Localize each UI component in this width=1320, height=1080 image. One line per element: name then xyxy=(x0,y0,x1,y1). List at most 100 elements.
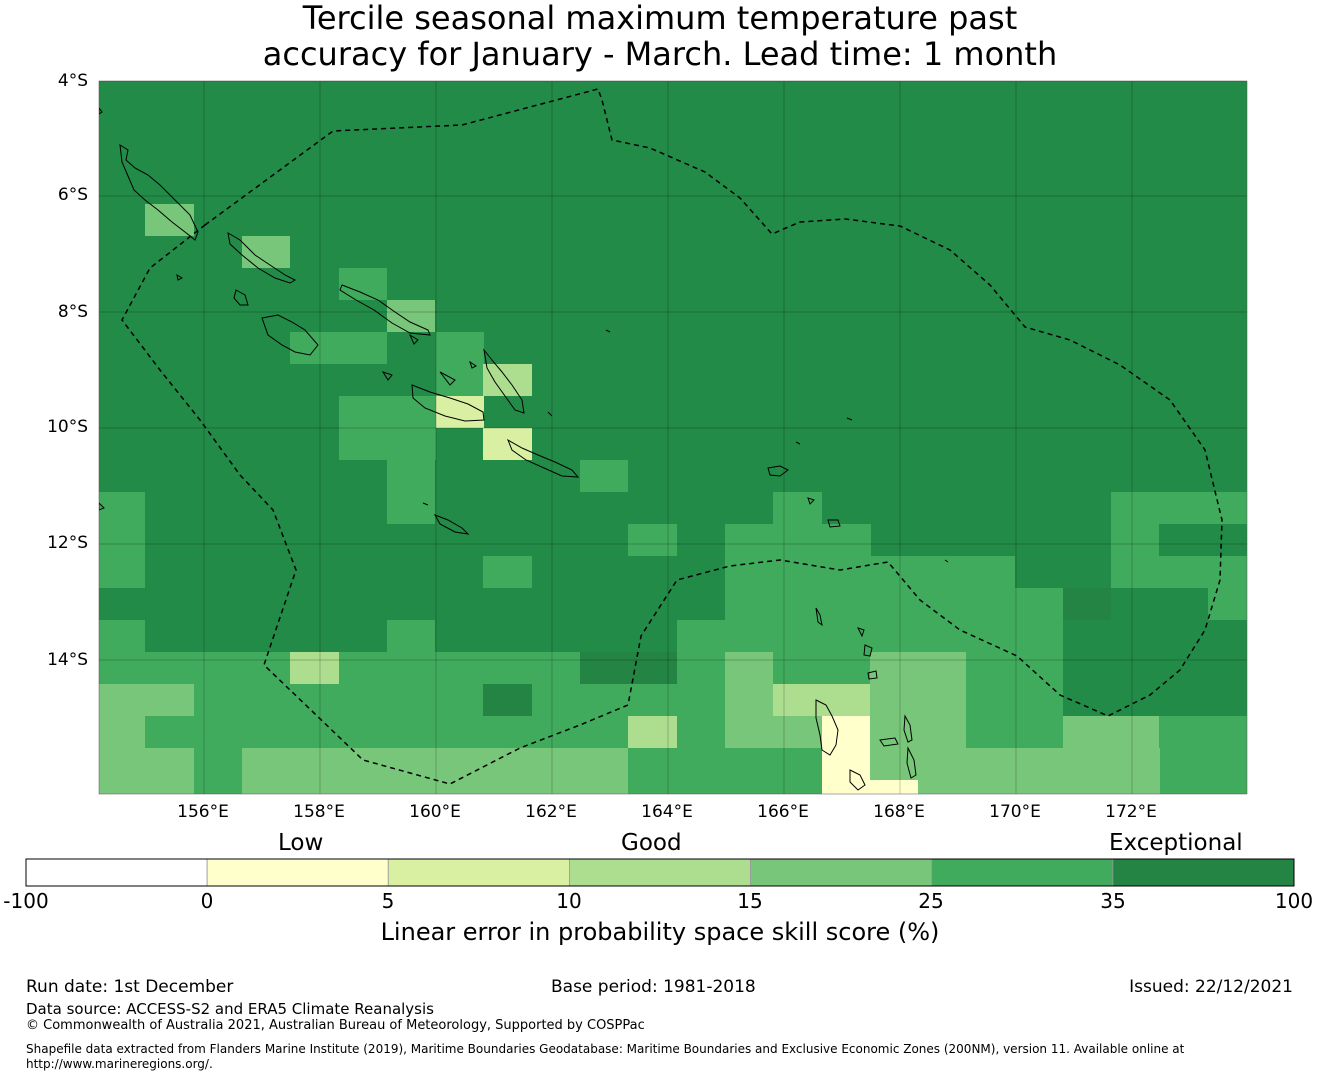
lon-label-160e: 160°E xyxy=(409,802,461,822)
banks-islands xyxy=(857,627,878,680)
vella-lavella-island xyxy=(233,289,249,306)
colorbar-segment xyxy=(387,858,570,887)
colorbar-title: Linear error in probability space skill … xyxy=(380,918,940,946)
colorbar-tick: -100 xyxy=(3,889,49,913)
skill-cell xyxy=(870,748,1160,794)
skill-cell xyxy=(773,652,870,684)
shapefile-credit-line-1: Shapefile data extracted from Flanders M… xyxy=(26,1042,1185,1056)
small-islets xyxy=(99,107,949,563)
skill-cell xyxy=(483,556,532,588)
skill-cell xyxy=(870,652,966,684)
colorbar-frame xyxy=(25,858,1295,887)
colorbar-segment xyxy=(25,858,208,887)
skill-cell xyxy=(1208,588,1247,620)
skill-cell xyxy=(99,492,145,588)
eez-boundary xyxy=(121,88,1223,785)
lon-label-166e: 166°E xyxy=(757,802,809,822)
data-source: Data source: ACCESS-S2 and ERA5 Climate … xyxy=(26,1000,434,1018)
skill-cell xyxy=(1111,492,1247,524)
espiritu-santo-island xyxy=(815,699,839,756)
colorbar-segment xyxy=(569,858,751,887)
map-area xyxy=(99,81,1247,794)
copyright: © Commonwealth of Australia 2021, Austra… xyxy=(26,1018,645,1033)
category-good: Good xyxy=(621,830,682,856)
skill-cell xyxy=(725,716,822,748)
skill-cell xyxy=(387,300,435,332)
skill-cell xyxy=(870,716,966,748)
guadalcanal-island xyxy=(411,384,485,422)
skill-cell xyxy=(436,396,484,428)
lon-label-158e: 158°E xyxy=(293,802,345,822)
skill-cell xyxy=(580,460,628,492)
skill-cell xyxy=(628,524,677,556)
skill-cell xyxy=(436,364,484,396)
skill-cell xyxy=(870,684,966,716)
lat-label-10s: 10°S xyxy=(47,417,88,437)
lat-label-12s: 12°S xyxy=(47,533,88,553)
skill-cell xyxy=(483,428,532,460)
skill-cell xyxy=(242,236,290,268)
map-frame xyxy=(98,80,1248,795)
choiseul-island xyxy=(227,232,297,284)
skill-cell xyxy=(290,652,339,684)
rennell-island xyxy=(433,514,470,535)
skill-cell xyxy=(725,684,773,716)
skill-cell xyxy=(677,652,725,684)
lat-label-6s: 6°S xyxy=(57,185,88,205)
issued-date: Issued: 22/12/2021 xyxy=(1129,977,1293,997)
coastlines xyxy=(99,107,949,791)
vanikoro-island xyxy=(827,519,841,528)
skill-cell xyxy=(773,684,870,716)
graticule xyxy=(99,81,1247,794)
skill-cell xyxy=(870,556,1015,588)
lon-label-162e: 162°E xyxy=(525,802,577,822)
colorbar-tick: 10 xyxy=(556,889,582,913)
skill-cell xyxy=(483,684,532,716)
skill-cell xyxy=(1063,716,1159,748)
lon-label-172e: 172°E xyxy=(1105,802,1157,822)
skill-cell xyxy=(339,268,387,300)
malekula-island xyxy=(849,769,866,791)
skill-cell xyxy=(532,684,677,716)
lon-label-168e: 168°E xyxy=(873,802,925,822)
colorbar-tick: 0 xyxy=(200,889,214,913)
base-period: Base period: 1981-2018 xyxy=(551,977,756,997)
skill-cell xyxy=(99,652,583,684)
skill-cell xyxy=(387,492,435,524)
colorbar xyxy=(25,858,1295,887)
colorbar-tick: 100 xyxy=(1274,889,1314,913)
colorbar-segment xyxy=(750,858,933,887)
skill-cell xyxy=(628,780,773,794)
skill-cell xyxy=(339,428,436,460)
colorbar-tick: 35 xyxy=(1100,889,1126,913)
malaita-island xyxy=(483,348,525,414)
category-exceptional: Exceptional xyxy=(1109,830,1243,856)
lon-label-156e: 156°E xyxy=(177,802,229,822)
santa-isabel-island xyxy=(339,284,431,336)
category-low: Low xyxy=(278,830,324,856)
skill-cell xyxy=(339,748,628,794)
skill-cell xyxy=(99,780,194,794)
lat-label-8s: 8°S xyxy=(57,302,88,322)
lat-label-14s: 14°S xyxy=(47,650,88,670)
skill-cell xyxy=(99,716,145,748)
skill-cell xyxy=(483,364,532,396)
colorbar-tick: 25 xyxy=(918,889,944,913)
colorbar-tick: 15 xyxy=(737,889,763,913)
skill-cell xyxy=(725,588,1063,620)
chart-title: Tercile seasonal maximum temperature pas… xyxy=(0,0,1320,72)
skill-cell xyxy=(290,332,387,364)
skill-cell xyxy=(773,492,822,524)
skill-cell xyxy=(966,652,1063,684)
torres-islands xyxy=(815,607,823,627)
makira-island xyxy=(507,438,580,478)
lon-label-170e: 170°E xyxy=(989,802,1041,822)
skill-cell xyxy=(436,332,484,364)
skill-cell xyxy=(822,716,870,748)
skill-cell xyxy=(99,620,145,652)
skill-cell xyxy=(822,748,870,780)
skill-cell xyxy=(194,780,242,794)
skill-cell xyxy=(339,396,436,428)
bougainville-island xyxy=(119,144,199,241)
